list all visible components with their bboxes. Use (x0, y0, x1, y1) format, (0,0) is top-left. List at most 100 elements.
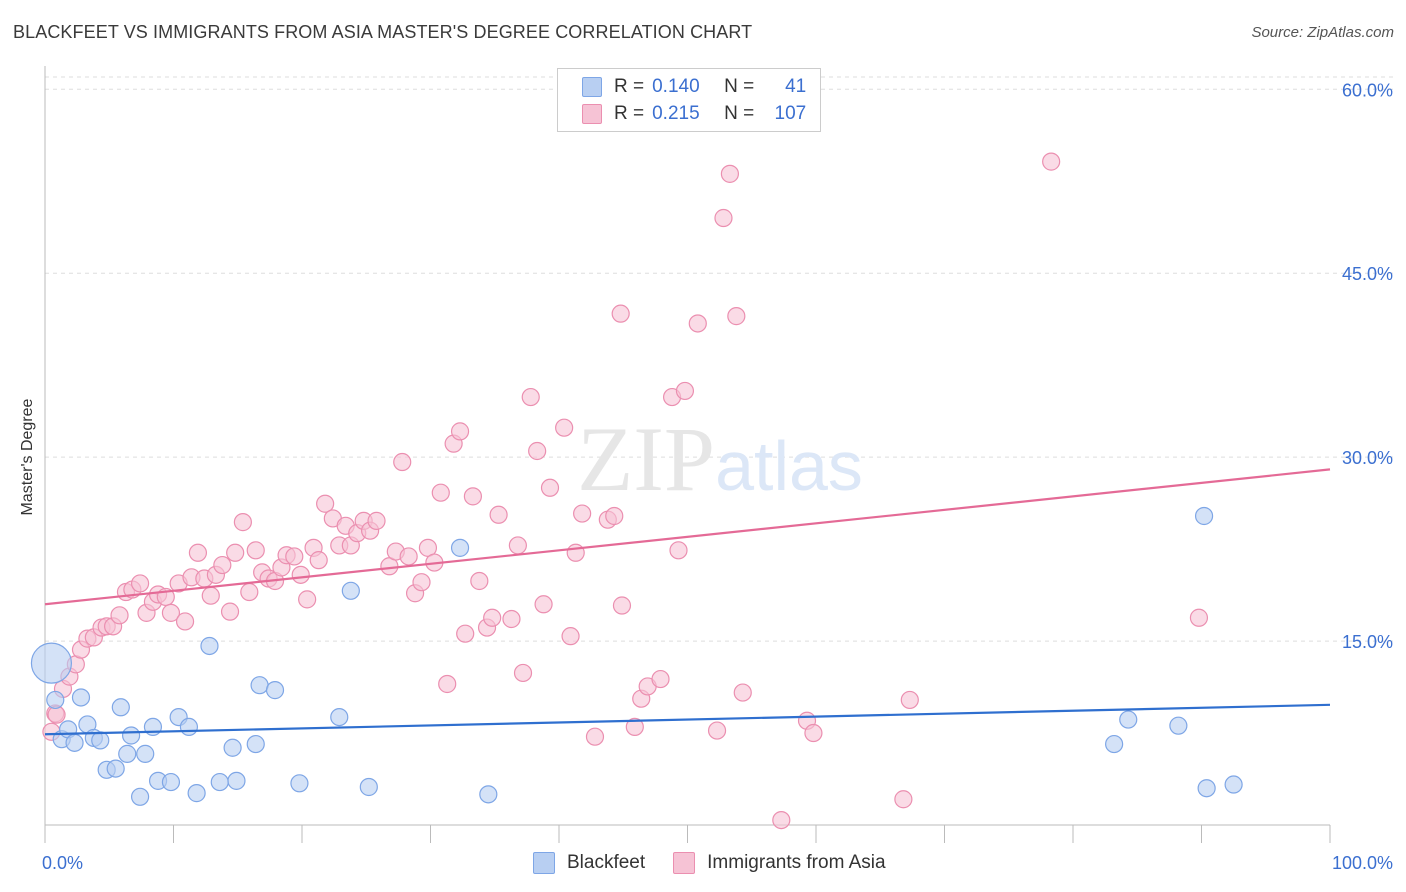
point-immigrants-from-asia (470, 571, 489, 591)
point-blackfeet (1224, 775, 1243, 794)
y-tick-label: 45.0% (1342, 264, 1393, 284)
point-blackfeet (359, 777, 378, 797)
point-immigrants-from-asia (291, 565, 310, 584)
point-blackfeet (1119, 710, 1138, 729)
point-immigrants-from-asia (393, 452, 412, 472)
point-immigrants-from-asia (521, 387, 540, 407)
x-tick-label-min: 0.0% (42, 853, 83, 873)
point-blackfeet (65, 733, 84, 752)
point-immigrants-from-asia (566, 543, 585, 562)
point-immigrants-from-asia (508, 536, 527, 555)
point-immigrants-from-asia (612, 596, 632, 615)
legend-swatch-blackfeet (582, 77, 602, 97)
point-immigrants-from-asia (246, 541, 265, 560)
point-blackfeet (290, 774, 309, 793)
legend-r-label: R = (614, 103, 645, 124)
point-immigrants-from-asia (450, 422, 470, 441)
point-immigrants-from-asia (201, 586, 220, 605)
legend-r-value: 0.215 (652, 103, 700, 124)
point-immigrants-from-asia (540, 478, 560, 497)
point-immigrants-from-asia (175, 612, 195, 631)
point-immigrants-from-asia (463, 487, 483, 506)
point-immigrants-from-asia (1042, 152, 1061, 171)
point-blackfeet (210, 772, 229, 792)
grid-layer (45, 76, 1395, 642)
legend-r-value: 0.140 (652, 76, 700, 97)
point-blackfeet (1169, 716, 1188, 735)
point-blackfeet (330, 707, 349, 727)
point-blackfeet (71, 688, 91, 707)
point-blackfeet (111, 698, 130, 717)
point-immigrants-from-asia (489, 505, 508, 524)
y-tick-label: 30.0% (1342, 448, 1393, 468)
point-immigrants-from-asia (720, 164, 740, 183)
point-immigrants-from-asia (573, 504, 592, 523)
point-blackfeet (246, 734, 265, 754)
point-immigrants-from-asia (900, 690, 919, 710)
point-immigrants-from-asia (894, 790, 913, 809)
point-immigrants-from-asia (399, 547, 418, 566)
point-blackfeet (227, 771, 246, 790)
watermark: ZIPatlas (577, 408, 863, 510)
series-legend-label-blackfeet: Blackfeet (567, 852, 646, 873)
point-immigrants-from-asia (688, 314, 707, 333)
point-immigrants-from-asia (707, 721, 727, 740)
point-blackfeet (46, 690, 65, 710)
point-blackfeet (200, 636, 219, 656)
point-immigrants-from-asia (233, 513, 252, 532)
point-blackfeet (106, 759, 125, 778)
series-legend-swatch-blackfeet (533, 852, 555, 874)
point-immigrants-from-asia (555, 418, 574, 437)
point-blackfeet (450, 538, 470, 557)
point-immigrants-from-asia (561, 627, 580, 646)
series-legend-label-immigrants-asia: Immigrants from Asia (707, 852, 886, 873)
point-blackfeet (341, 581, 360, 600)
point-blackfeet (1194, 506, 1214, 526)
legend-n-value: 107 (774, 103, 807, 124)
point-immigrants-from-asia (240, 582, 259, 602)
legend-row-immigrants-asia: R = 0.215 N = 107 (582, 102, 806, 126)
point-immigrants-from-asia (513, 663, 533, 683)
point-immigrants-from-asia (456, 624, 475, 643)
series-legend-swatch-immigrants-asia (673, 852, 696, 874)
point-immigrants-from-asia (804, 723, 823, 743)
axis-layer (44, 66, 1331, 843)
point-immigrants-from-asia (1189, 608, 1209, 627)
legend-n-label: N = (724, 103, 755, 124)
point-immigrants-from-asia (625, 717, 644, 737)
source-label: Source: ZipAtlas.com (1251, 24, 1394, 41)
point-blackfeet (91, 731, 110, 750)
x-tick-label-max: 100.0% (1332, 853, 1393, 873)
legend-row-blackfeet: R = 0.140 N = 41 (582, 75, 806, 99)
point-immigrants-from-asia (772, 810, 791, 830)
legend-n-value: 41 (785, 76, 807, 97)
point-immigrants-from-asia (309, 551, 328, 570)
trendline-immigrants-from-asia (44, 468, 1331, 606)
point-immigrants-from-asia (727, 307, 746, 326)
point-immigrants-from-asia (298, 590, 317, 609)
point-immigrants-from-asia (733, 683, 752, 702)
point-blackfeet (479, 785, 498, 804)
point-blackfeet (265, 681, 285, 700)
point-immigrants-from-asia (438, 674, 457, 694)
legend-n-label: N = (724, 76, 755, 97)
watermark-atlas: atlas (715, 427, 863, 505)
point-blackfeet (136, 744, 155, 763)
point-immigrants-from-asia (285, 547, 304, 566)
point-blackfeet (121, 726, 141, 745)
point-immigrants-from-asia (412, 573, 431, 592)
point-immigrants-from-asia (130, 574, 150, 593)
point-blackfeet (1197, 779, 1216, 798)
point-immigrants-from-asia (226, 543, 245, 562)
point-blackfeet (161, 772, 181, 792)
point-immigrants-from-asia (714, 208, 733, 228)
series-legend: Blackfeet Immigrants from Asia (533, 852, 886, 874)
point-blackfeet (187, 784, 206, 803)
point-blackfeet (30, 642, 73, 684)
y-tick-label: 60.0% (1342, 80, 1393, 100)
point-blackfeet (118, 744, 137, 763)
point-immigrants-from-asia (431, 483, 450, 502)
point-blackfeet (130, 787, 150, 806)
point-immigrants-from-asia (528, 441, 547, 461)
